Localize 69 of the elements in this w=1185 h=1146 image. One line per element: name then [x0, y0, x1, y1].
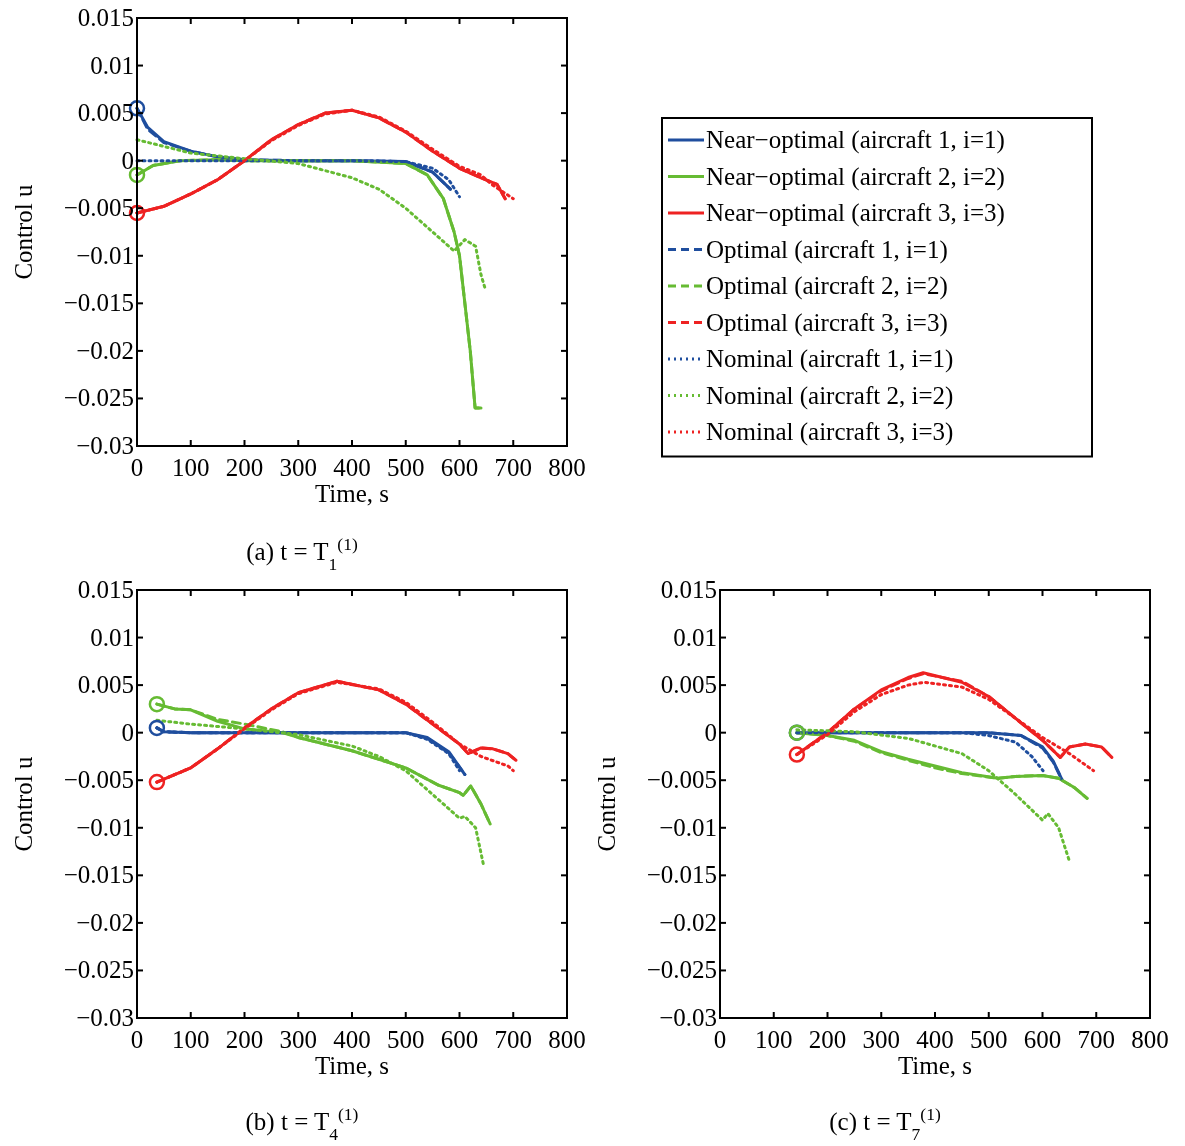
x-tick-label: 600 — [440, 454, 479, 481]
x-tick-label: 300 — [279, 1026, 317, 1053]
legend-label: Optimal (aircraft 3, i=3) — [706, 308, 948, 337]
legend-label: Optimal (aircraft 1, i=1) — [706, 235, 948, 264]
y-tick-label: 0.01 — [90, 51, 134, 79]
y-axis-title: Control u — [10, 755, 37, 852]
legend-label: Nominal (aircraft 3, i=3) — [706, 418, 954, 446]
y-tick-label: −0.005 — [63, 194, 134, 222]
x-tick-label: 600 — [440, 1026, 479, 1053]
y-tick-label: −0.005 — [646, 766, 717, 794]
x-tick-label: 500 — [387, 454, 425, 481]
y-tick-label: 0 — [121, 146, 134, 174]
y-tick-label: −0.01 — [76, 813, 134, 841]
x-tick-label: 300 — [862, 1026, 900, 1053]
y-tick-label: −0.02 — [76, 336, 134, 364]
y-tick-label: 0.005 — [77, 99, 134, 127]
x-tick-label: 600 — [1023, 1026, 1062, 1053]
x-tick-label: 400 — [333, 1026, 371, 1053]
y-tick-label: 0 — [121, 718, 134, 746]
y-tick-label: −0.005 — [63, 766, 134, 794]
x-tick-label: 700 — [1077, 1026, 1115, 1053]
x-tick-label: 400 — [916, 1026, 954, 1053]
x-axis-title: Time, s — [314, 1052, 390, 1079]
y-tick-label: 0.015 — [77, 4, 134, 31]
x-tick-label: 100 — [755, 1026, 793, 1053]
y-tick-label: −0.02 — [659, 908, 717, 936]
y-tick-label: −0.03 — [76, 1004, 134, 1031]
y-tick-label: 0.005 — [660, 671, 717, 699]
legend-label: Near−optimal (aircraft 1, i=1) — [706, 126, 1005, 154]
legend-label: Nominal (aircraft 2, i=2) — [706, 381, 954, 410]
y-tick-label: 0.015 — [77, 576, 134, 603]
x-axis-title: Time, s — [314, 480, 390, 507]
y-tick-label: −0.01 — [76, 241, 134, 269]
x-tick-label: 200 — [808, 1026, 847, 1053]
y-tick-label: −0.03 — [76, 432, 134, 459]
legend-label: Nominal (aircraft 1, i=1) — [706, 345, 954, 373]
x-tick-label: 700 — [494, 454, 532, 481]
y-axis-title: Control u — [593, 755, 620, 852]
y-tick-label: −0.025 — [63, 956, 134, 984]
y-tick-label: 0 — [704, 718, 717, 746]
y-axis-title: Control u — [10, 183, 37, 280]
x-tick-label: 800 — [548, 454, 586, 481]
y-tick-label: −0.025 — [63, 384, 134, 412]
x-tick-label: 800 — [1131, 1026, 1169, 1053]
x-tick-label: 100 — [172, 454, 210, 481]
x-tick-label: 700 — [494, 1026, 532, 1053]
y-tick-label: 0.005 — [77, 671, 134, 699]
y-tick-label: 0.01 — [673, 623, 717, 651]
x-tick-label: 300 — [279, 454, 317, 481]
x-tick-label: 500 — [970, 1026, 1008, 1053]
x-tick-label: 400 — [333, 454, 371, 481]
legend-label: Near−optimal (aircraft 3, i=3) — [706, 199, 1005, 227]
legend-label: Optimal (aircraft 2, i=2) — [706, 272, 948, 300]
y-tick-label: −0.02 — [76, 908, 134, 936]
legend-label: Near−optimal (aircraft 2, i=2) — [706, 162, 1005, 191]
x-tick-label: 800 — [548, 1026, 586, 1053]
y-tick-label: −0.015 — [646, 861, 717, 889]
y-tick-label: −0.03 — [659, 1004, 717, 1031]
y-tick-label: −0.015 — [63, 289, 134, 317]
y-tick-label: 0.015 — [660, 576, 717, 603]
y-tick-label: −0.015 — [63, 861, 134, 889]
y-tick-label: −0.01 — [659, 813, 717, 841]
x-tick-label: 100 — [172, 1026, 210, 1053]
y-tick-label: 0.01 — [90, 623, 134, 651]
x-axis-title: Time, s — [897, 1052, 973, 1079]
x-tick-label: 200 — [225, 454, 264, 481]
x-tick-label: 500 — [387, 1026, 425, 1053]
y-tick-label: −0.025 — [646, 956, 717, 984]
x-tick-label: 200 — [225, 1026, 264, 1053]
